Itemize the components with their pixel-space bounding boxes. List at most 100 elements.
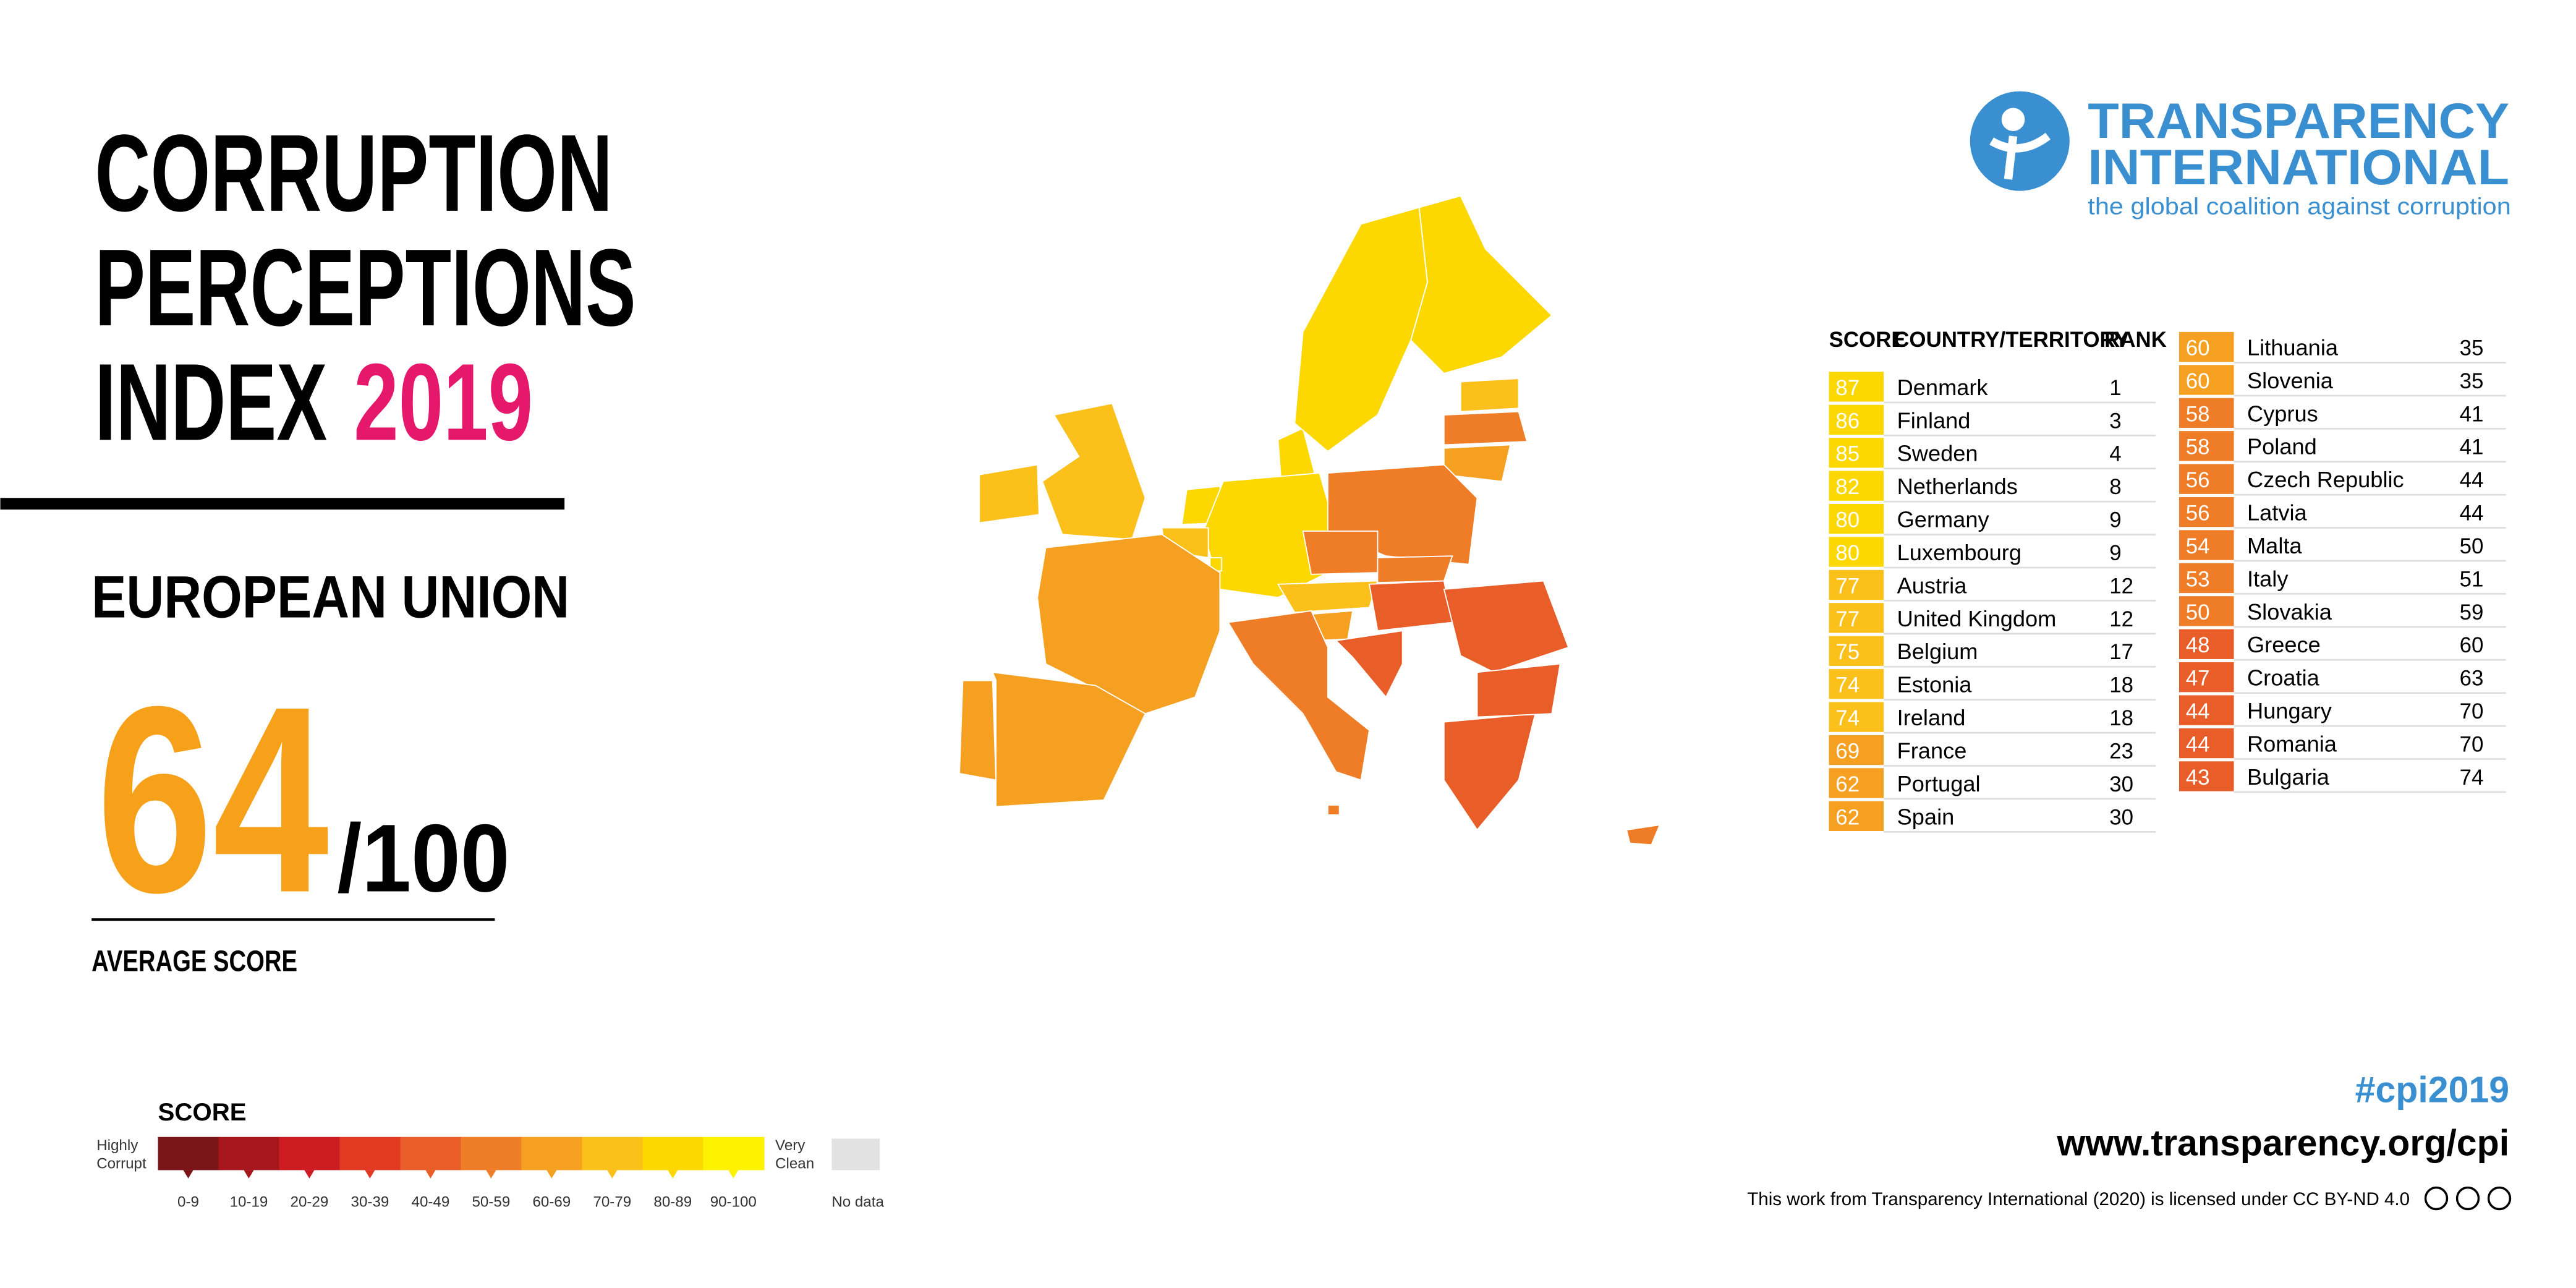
- country: [1443, 580, 1570, 673]
- country-name: Sweden: [1897, 441, 1978, 466]
- score-swatch: [1829, 636, 1884, 666]
- score-swatch: [2179, 497, 2234, 527]
- score: 50: [2186, 600, 2210, 625]
- logo-tagline: the global coalition against corruption: [2088, 193, 2510, 219]
- rank: 9: [2109, 508, 2121, 532]
- score: 80: [1835, 541, 1860, 565]
- country: [1460, 378, 1520, 412]
- country-name: Belgium: [1897, 639, 1978, 664]
- title-line: INDEX: [95, 341, 328, 463]
- country: [1368, 580, 1453, 632]
- country-name: Italy: [2247, 566, 2289, 591]
- country-name: Poland: [2247, 434, 2317, 459]
- score-swatch: [1829, 669, 1884, 699]
- score: 56: [2186, 468, 2210, 492]
- score: 82: [1835, 475, 1860, 499]
- license: This work from Transparency Internationa…: [1747, 1189, 2410, 1209]
- logo-name: TRANSPARENCY: [2088, 93, 2509, 149]
- score-max: /100: [337, 804, 509, 911]
- score-swatch: [1829, 801, 1884, 832]
- score-swatch: [1829, 404, 1884, 435]
- legend-tick: [668, 1170, 678, 1179]
- legend-swatch: [461, 1137, 522, 1171]
- rank: 59: [2460, 600, 2484, 625]
- score-swatch: [2179, 331, 2234, 362]
- country: [1443, 713, 1536, 831]
- score-swatch: [1829, 438, 1884, 468]
- rank: 51: [2460, 567, 2484, 591]
- rank: 8: [2109, 475, 2121, 499]
- title-line: CORRUPTION: [95, 112, 613, 234]
- score: 74: [1835, 673, 1860, 697]
- country-name: Ireland: [1897, 705, 1966, 730]
- logo-mark: [2001, 108, 2025, 132]
- legend-swatch: [400, 1137, 462, 1171]
- country: [1277, 580, 1379, 613]
- legend-tick: [365, 1170, 375, 1179]
- legend-low: Corrupt: [96, 1156, 147, 1172]
- score-swatch: [1829, 503, 1884, 534]
- country: [1327, 804, 1340, 816]
- legend-tick: [183, 1170, 193, 1179]
- country-name: Lithuania: [2247, 335, 2339, 360]
- legend-tick: [486, 1170, 496, 1179]
- rank: 30: [2109, 772, 2133, 796]
- score: 60: [2186, 336, 2210, 360]
- legend-swatch: [158, 1137, 219, 1171]
- country-name: France: [1897, 738, 1967, 763]
- logo-mark: [1970, 91, 2070, 191]
- score-swatch: [1829, 471, 1884, 501]
- country-name: Spain: [1897, 804, 1955, 829]
- legend-swatch: [218, 1137, 280, 1171]
- score: 43: [2186, 766, 2210, 790]
- score: 48: [2186, 633, 2210, 657]
- score-swatch: [2179, 596, 2234, 626]
- score: 85: [1835, 442, 1860, 466]
- country-name: United Kingdom: [1897, 606, 2057, 631]
- country-name: Finland: [1897, 407, 1971, 433]
- score-swatch: [1829, 569, 1884, 600]
- rank: 12: [2109, 607, 2133, 631]
- score-swatch: [1829, 768, 1884, 798]
- country: [959, 680, 997, 781]
- legend-bin: 80-89: [653, 1193, 692, 1210]
- score: 58: [2186, 402, 2210, 426]
- legend-bin: 20-29: [291, 1193, 329, 1210]
- country-name: Slovenia: [2247, 368, 2334, 393]
- country: [1335, 629, 1403, 699]
- rank: 18: [2109, 706, 2133, 730]
- country-name: Austria: [1897, 573, 1968, 598]
- score-swatch: [2179, 563, 2234, 594]
- score: 77: [1835, 607, 1860, 631]
- legend-tick: [425, 1170, 436, 1179]
- score: 44: [2186, 699, 2210, 723]
- rank: 12: [2109, 574, 2133, 598]
- score: 86: [1835, 409, 1860, 433]
- score-swatch: [1829, 735, 1884, 766]
- legend-tick: [546, 1170, 557, 1179]
- legend-swatch: [339, 1137, 401, 1171]
- country-name: Malta: [2247, 533, 2302, 558]
- score-swatch: [2179, 695, 2234, 725]
- divider: [0, 498, 565, 510]
- legend-bin: 30-39: [351, 1193, 389, 1210]
- country: [1302, 531, 1379, 575]
- rank: 70: [2460, 699, 2484, 723]
- score: 87: [1835, 376, 1860, 400]
- country-name: Latvia: [2247, 500, 2308, 526]
- rank: 60: [2460, 633, 2484, 657]
- legend-tick: [728, 1170, 739, 1179]
- country: [1042, 403, 1146, 540]
- score: 80: [1835, 508, 1860, 532]
- score-swatch: [2179, 398, 2234, 429]
- legend-high: Clean: [775, 1156, 814, 1172]
- rank: 44: [2460, 501, 2484, 526]
- country: [1227, 610, 1371, 781]
- country: [1443, 411, 1528, 446]
- country: [1625, 824, 1661, 846]
- country-name: Netherlands: [1897, 474, 2018, 499]
- table-header: SCORE: [1829, 328, 1906, 352]
- score: 75: [1835, 640, 1860, 664]
- legend-title: SCORE: [158, 1098, 247, 1126]
